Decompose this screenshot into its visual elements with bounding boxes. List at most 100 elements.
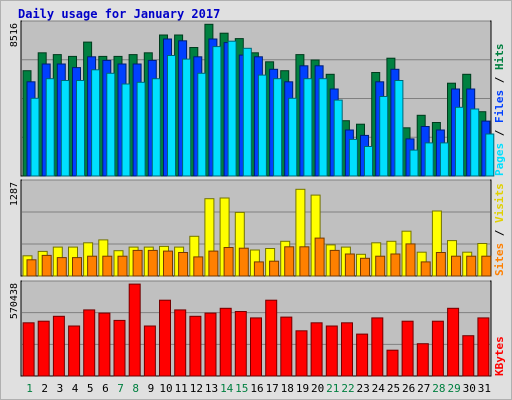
bar-kbytes-day-20	[310, 322, 323, 377]
bar-sites-day-11	[178, 252, 189, 277]
bar-kbytes-day-1	[22, 322, 35, 377]
day-label-26: 26	[402, 382, 415, 395]
day-label-24: 24	[372, 382, 386, 395]
bar-sites-day-29	[451, 255, 461, 277]
bar-pages-day-2	[45, 78, 55, 177]
day-label-3: 3	[57, 382, 64, 395]
bar-pages-day-4	[76, 80, 85, 177]
bar-sites-day-9	[147, 249, 158, 277]
chart-title: Daily usage for January 2017	[18, 7, 221, 21]
bar-kbytes-day-8	[128, 283, 141, 377]
series-label-part: /	[493, 70, 506, 90]
series-label-part: KBytes	[493, 336, 506, 376]
day-label-27: 27	[417, 382, 430, 395]
panel-1-ymax-label: 8516	[9, 23, 20, 47]
bar-kbytes-day-17	[265, 299, 278, 377]
bar-pages-day-31	[485, 133, 495, 177]
series-label-part: /	[493, 223, 506, 243]
bar-kbytes-day-5	[83, 309, 96, 377]
bar-pages-day-10	[167, 55, 176, 177]
series-label-part: /	[493, 123, 506, 143]
bar-pages-day-30	[470, 108, 480, 177]
bar-sites-day-7	[117, 255, 128, 277]
bar-sites-day-16	[253, 261, 264, 277]
series-label-part: Hits	[493, 44, 506, 71]
bar-kbytes-day-18	[280, 316, 293, 377]
day-label-7: 7	[117, 382, 124, 395]
bar-kbytes-day-14	[219, 307, 232, 377]
bar-kbytes-day-13	[204, 312, 217, 377]
day-label-5: 5	[87, 382, 94, 395]
bar-sites-day-12	[193, 256, 204, 277]
bar-kbytes-day-25	[386, 349, 399, 377]
bar-pages-day-11	[182, 58, 192, 177]
bar-pages-day-25	[394, 80, 404, 177]
series-label-part: Visits	[493, 183, 506, 223]
bar-sites-day-24	[375, 255, 386, 277]
day-label-22: 22	[341, 382, 354, 395]
day-label-8: 8	[132, 382, 139, 395]
day-label-14: 14	[220, 382, 234, 395]
series-label-part: Sites	[493, 243, 506, 276]
bar-sites-day-21	[329, 249, 340, 277]
bar-pages-day-17	[273, 78, 283, 177]
bar-kbytes-day-21	[325, 325, 338, 377]
bar-kbytes-day-23	[356, 333, 369, 377]
bar-pages-day-7	[121, 83, 131, 177]
bar-sites-day-19	[299, 246, 310, 277]
bar-kbytes-day-7	[113, 319, 126, 377]
series-label-part: Files	[493, 90, 506, 123]
bar-pages-day-20	[318, 78, 328, 177]
bar-sites-day-26	[405, 243, 416, 277]
day-label-21: 21	[326, 382, 339, 395]
day-label-28: 28	[432, 382, 445, 395]
bar-kbytes-day-11	[174, 309, 187, 377]
panel-3-series-label: KBytes	[493, 336, 506, 376]
bar-kbytes-day-4	[68, 325, 81, 377]
bar-sites-day-5	[87, 255, 98, 277]
bar-kbytes-day-29	[447, 307, 460, 377]
bar-pages-day-1	[30, 97, 40, 177]
bar-kbytes-day-2	[37, 320, 50, 377]
bar-kbytes-day-15	[234, 311, 247, 377]
bar-pages-day-19	[303, 78, 313, 177]
bar-pages-day-28	[439, 142, 449, 177]
bar-pages-day-24	[379, 96, 389, 177]
bar-sites-day-20	[314, 237, 325, 277]
day-label-16: 16	[250, 382, 263, 395]
bar-sites-day-22	[344, 253, 355, 277]
day-label-18: 18	[281, 382, 294, 395]
bar-kbytes-day-24	[371, 317, 384, 377]
bar-sites-day-30	[466, 255, 477, 277]
bar-pages-day-9	[151, 78, 161, 177]
bar-sites-day-23	[360, 257, 370, 277]
bar-sites-day-13	[208, 250, 219, 277]
bar-pages-day-5	[91, 69, 101, 177]
day-label-11: 11	[175, 382, 188, 395]
day-label-9: 9	[148, 382, 155, 395]
bar-kbytes-day-3	[52, 315, 65, 377]
day-label-29: 29	[447, 382, 460, 395]
bar-sites-day-6	[102, 255, 113, 277]
bar-kbytes-day-6	[98, 312, 111, 377]
bar-kbytes-day-22	[341, 322, 353, 377]
panel-2-series-label: Sites / Visits	[493, 183, 506, 276]
bar-sites-day-10	[163, 250, 173, 277]
bar-pages-day-29	[455, 106, 464, 177]
day-label-23: 23	[356, 382, 369, 395]
day-label-13: 13	[205, 382, 218, 395]
bar-pages-day-12	[197, 72, 207, 177]
day-label-1: 1	[26, 382, 33, 395]
bar-pages-day-16	[257, 74, 267, 177]
bar-pages-day-27	[424, 142, 434, 177]
bar-sites-day-28	[435, 252, 446, 277]
panel-1-series-label: Pages / Files / Hits	[493, 44, 506, 177]
bar-pages-day-15	[242, 47, 252, 177]
day-label-10: 10	[159, 382, 172, 395]
day-label-17: 17	[266, 382, 279, 395]
bar-pages-day-21	[333, 99, 343, 177]
day-label-6: 6	[102, 382, 109, 395]
bar-pages-day-6	[106, 72, 116, 177]
day-label-20: 20	[311, 382, 324, 395]
bar-kbytes-day-19	[295, 330, 308, 377]
